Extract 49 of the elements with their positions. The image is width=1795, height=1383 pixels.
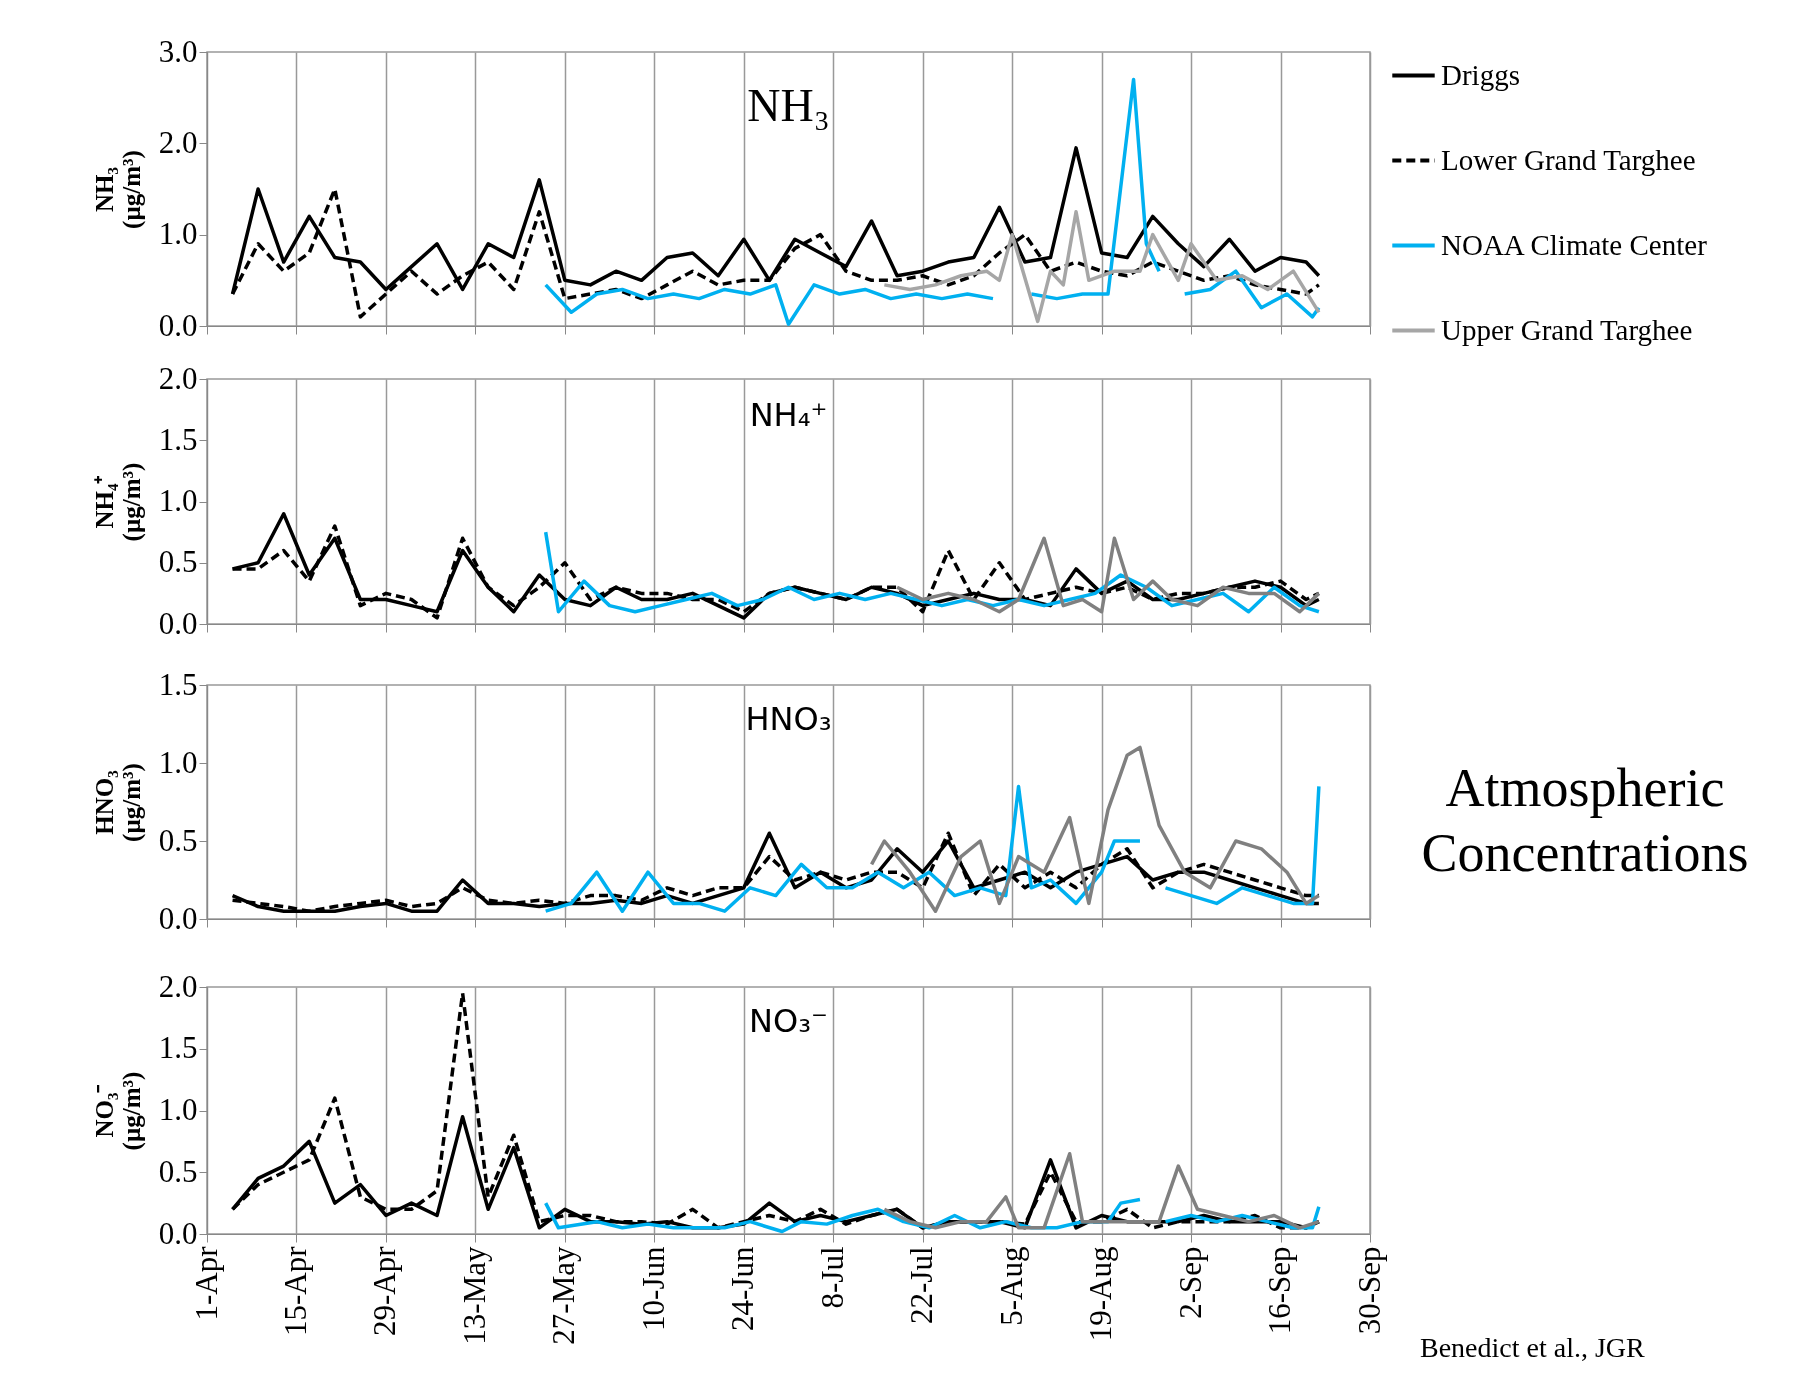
y-tick-label: 0.0 (158, 605, 198, 641)
x-tick-label: 15-Apr (277, 1245, 313, 1337)
y-axis-title: HNO₃ (µg/m³) (90, 763, 146, 842)
legend-label: NOAA Climate Center (1441, 228, 1708, 261)
legend-label: Upper Grand Targhee (1441, 313, 1693, 346)
x-tick-label: 27-May (546, 1246, 582, 1345)
y-tick-label: 1.0 (158, 1092, 198, 1127)
y-tick-label: 0.0 (158, 900, 198, 936)
text: HNO₃ (745, 700, 832, 738)
y-tick-label: 1.0 (158, 216, 198, 252)
x-tick-label: 24-Jun (725, 1246, 761, 1331)
y-tick-label: 0.5 (158, 544, 198, 580)
legend-label: Lower Grand Targhee (1441, 143, 1696, 176)
x-tick-label: 16-Sep (1262, 1246, 1298, 1335)
line-series (869, 745, 1321, 913)
y-tick-label: 2.0 (158, 360, 198, 396)
x-tick-label: 13-May (456, 1246, 492, 1345)
x-tick-label: 22-Jul (904, 1246, 940, 1324)
y-tick-label: 3.0 (158, 33, 198, 69)
x-tick-label: 10-Jun (635, 1246, 671, 1331)
x-tick-label: 5-Aug (993, 1246, 1029, 1326)
y-tick-label: 1.0 (158, 483, 198, 518)
y-tick-label: 1.5 (158, 666, 198, 702)
line-series (543, 530, 1321, 614)
y-axis-title: NO₃⁻ (µg/m³) (90, 1071, 146, 1151)
x-tick-label: 19-Aug (1083, 1246, 1119, 1342)
y-tick-label: 2.0 (158, 124, 198, 160)
y-axis-title: NH₄⁺ (µg/m³) (90, 462, 146, 542)
text: Atmospheric Concentrations (1421, 758, 1749, 883)
line-series (882, 210, 1321, 324)
y-axis-title: NH₃ (µg/m³) (90, 150, 146, 229)
y-tick-label: 1.5 (158, 421, 198, 457)
y-tick-label: 1.0 (158, 744, 198, 780)
y-tick-label: 0.0 (158, 307, 198, 343)
x-tick-label: 30-Sep (1351, 1246, 1387, 1335)
x-tick-label: 8-Jul (814, 1246, 850, 1309)
y-tick-label: 0.5 (158, 1153, 198, 1189)
text: Benedict et al., JGR (1420, 1332, 1646, 1363)
x-tick-label: 29-Apr (367, 1245, 403, 1337)
y-tick-label: 0.5 (158, 822, 198, 858)
text: NH₄⁺ (749, 396, 828, 434)
y-tick-label: 2.0 (158, 968, 198, 1004)
line-series (882, 1151, 1321, 1230)
line-series (895, 536, 1321, 614)
text: NO₃⁻ (749, 1002, 828, 1040)
x-tick-label: 2-Sep (1172, 1246, 1208, 1319)
legend-label: Driggs (1441, 58, 1520, 91)
text: NH₃ (747, 80, 830, 131)
y-tick-label: 1.5 (158, 1030, 198, 1066)
